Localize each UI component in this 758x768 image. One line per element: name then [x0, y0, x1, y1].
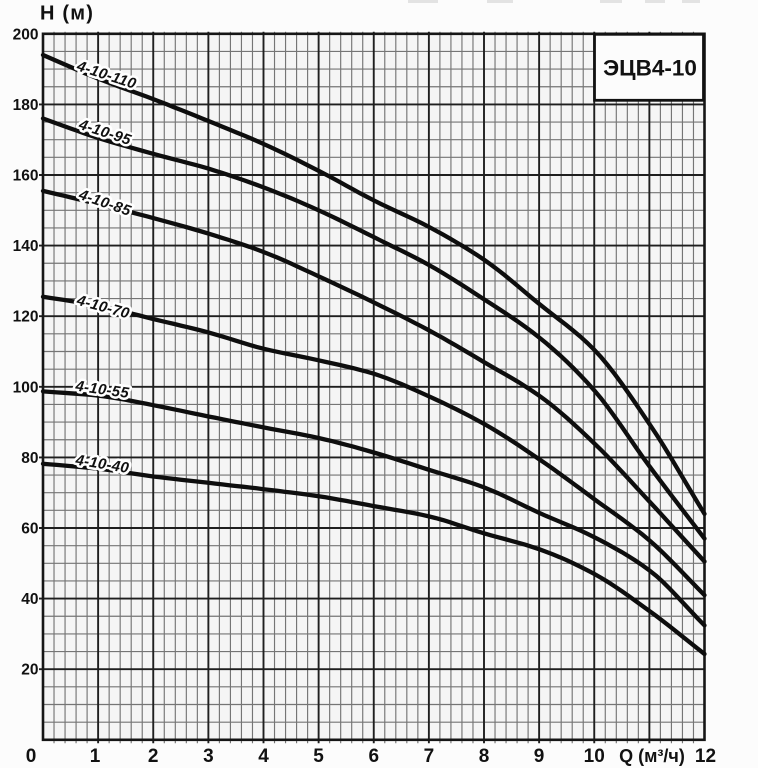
svg-text:140: 140	[13, 238, 39, 255]
svg-text:3: 3	[203, 746, 214, 767]
svg-text:100: 100	[13, 379, 39, 396]
svg-text:40: 40	[21, 591, 38, 608]
svg-text:60: 60	[21, 521, 38, 538]
svg-text:180: 180	[13, 97, 39, 114]
svg-text:12: 12	[695, 746, 716, 767]
svg-text:ЭЦВ4-10: ЭЦВ4-10	[603, 56, 697, 81]
svg-text:Q (м³/ч): Q (м³/ч)	[619, 746, 685, 766]
svg-text:2: 2	[148, 746, 159, 767]
svg-text:5: 5	[313, 746, 324, 767]
svg-text:200: 200	[13, 26, 39, 43]
svg-text:10: 10	[584, 746, 605, 767]
svg-text:1: 1	[90, 746, 101, 767]
svg-text:20: 20	[21, 662, 38, 679]
svg-text:80: 80	[21, 450, 38, 467]
svg-text:6: 6	[369, 746, 380, 767]
svg-text:9: 9	[534, 746, 545, 767]
svg-text:120: 120	[13, 309, 39, 326]
svg-text:H (м): H (м)	[40, 3, 94, 25]
svg-text:160: 160	[13, 168, 39, 185]
svg-text:8: 8	[479, 746, 490, 767]
svg-text:4: 4	[258, 746, 269, 767]
svg-text:7: 7	[424, 746, 435, 767]
svg-text:0: 0	[26, 746, 37, 767]
